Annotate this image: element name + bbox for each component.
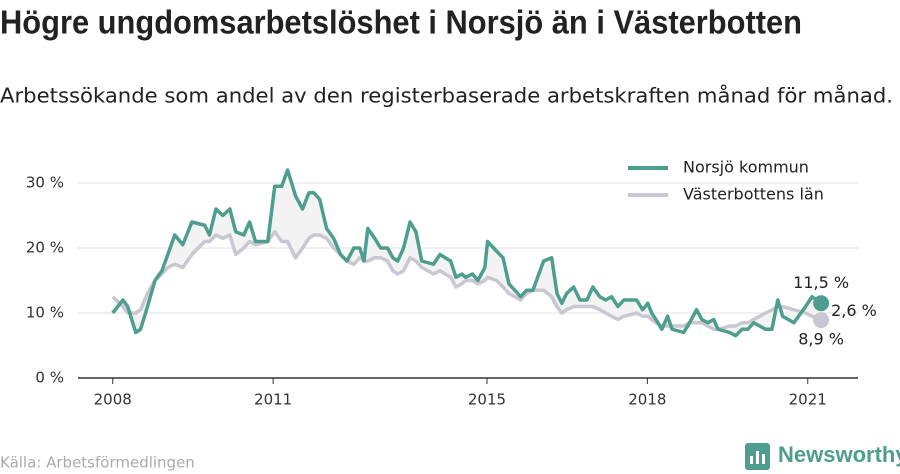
x-tick-label: 2008	[94, 391, 132, 409]
value-label: 8,9 %	[798, 330, 844, 349]
series-line	[111, 168, 823, 338]
x-tick-label: 2015	[468, 391, 506, 409]
difference-label: 2,6 %	[831, 301, 877, 320]
end-dot	[813, 312, 830, 329]
x-tick-label: 2011	[254, 391, 292, 409]
legend-label: Västerbottens län	[683, 185, 824, 204]
gap-fill	[112, 170, 822, 336]
chart-title: Högre ungdomsarbetslöshet i Norsjö än i …	[0, 4, 802, 41]
value-label: 11,5 %	[793, 273, 849, 292]
chart-subtitle: Arbetssökande som andel av den registerb…	[0, 84, 893, 108]
y-tick-label: 20 %	[26, 239, 64, 257]
y-tick-label: 10 %	[26, 304, 64, 322]
x-tick-label: 2021	[789, 391, 827, 409]
source: Källa: Arbetsförmedlingen	[0, 454, 195, 472]
brand-name: Newsworthy	[778, 442, 900, 467]
y-tick-label: 30 %	[26, 174, 64, 192]
x-tick-label: 2018	[628, 391, 666, 409]
series-line	[111, 230, 822, 331]
end-dot	[813, 295, 830, 312]
y-tick-label: 0 %	[35, 369, 64, 387]
legend-label: Norsjö kommun	[683, 158, 809, 177]
brand-logo: Newsworthy	[745, 442, 900, 470]
